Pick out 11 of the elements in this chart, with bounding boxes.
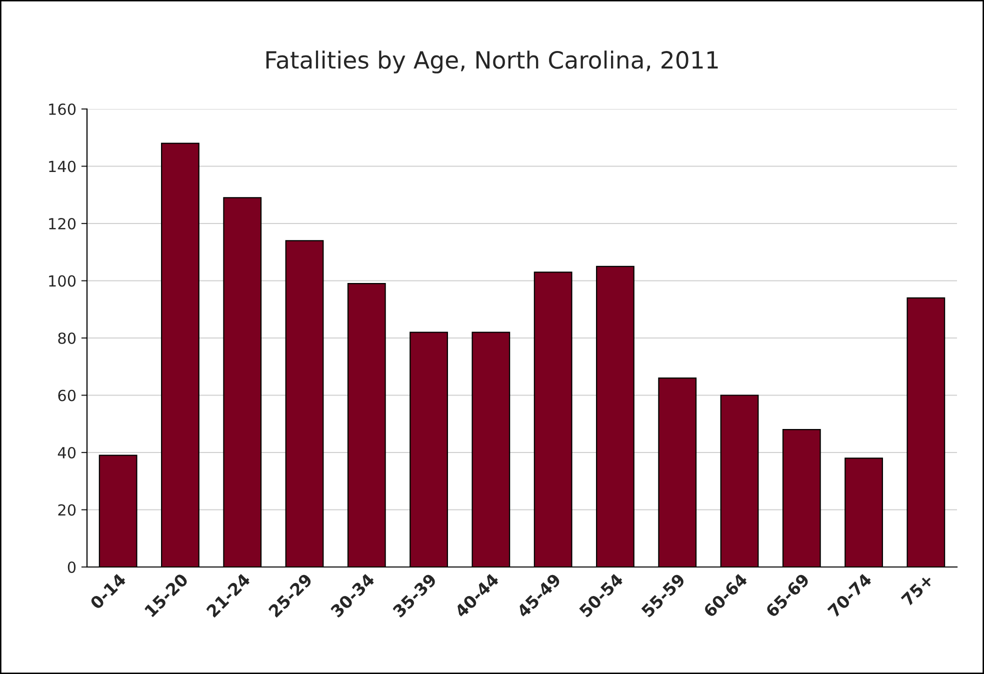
y-tick-label: 0 xyxy=(68,561,76,574)
y-tick-label: 60 xyxy=(58,390,76,402)
y-tick-label: 20 xyxy=(58,504,76,516)
x-tick-label: 75+ xyxy=(900,573,934,606)
y-tick-label: 80 xyxy=(58,332,76,344)
chart-title: Fatalities by Age, North Carolina, 2011 xyxy=(266,50,718,74)
y-tick-label: 100 xyxy=(49,275,76,287)
y-tick-label: 160 xyxy=(49,103,76,116)
y-tick-label: 120 xyxy=(49,218,76,230)
y-tick-label: 40 xyxy=(58,446,76,459)
y-tick-label: 140 xyxy=(49,160,76,172)
